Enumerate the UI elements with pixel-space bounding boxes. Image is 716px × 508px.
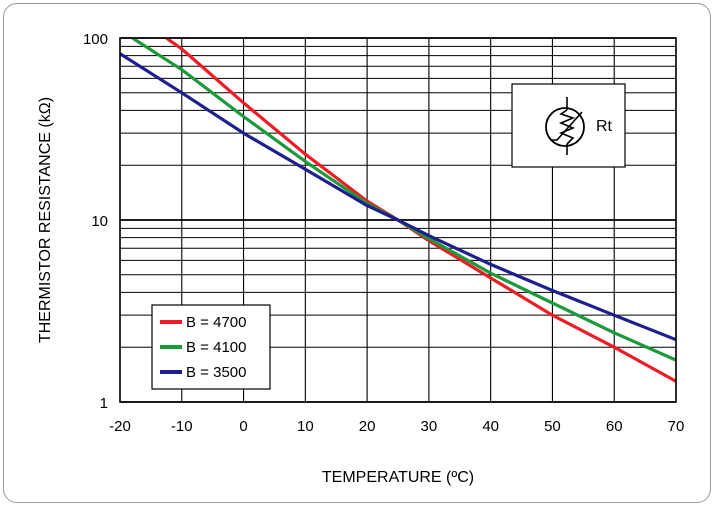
x-tick-label: 30 bbox=[421, 418, 438, 435]
x-tick-label: 50 bbox=[544, 418, 561, 435]
thermistor-symbol: Rt bbox=[511, 83, 626, 168]
tick-labels: -20 -10 0 10 20 30 40 50 60 70 1 10 100 bbox=[83, 31, 684, 435]
legend-label: B = 4700 bbox=[186, 314, 246, 331]
x-tick-label: -10 bbox=[171, 418, 193, 435]
thermistor-slash-icon bbox=[550, 111, 583, 141]
plot-border bbox=[119, 37, 677, 403]
resistor-zigzag-icon bbox=[558, 109, 576, 145]
symbol-label: Rt bbox=[596, 118, 613, 135]
y-tick-label: 100 bbox=[83, 31, 108, 48]
x-tick-label: 60 bbox=[606, 418, 623, 435]
x-tick-label: 10 bbox=[297, 418, 314, 435]
y-axis-title: THERMISTOR RESISTANCE (kΩ) bbox=[37, 97, 54, 343]
legend-label: B = 4100 bbox=[186, 339, 246, 356]
series-lines bbox=[120, 38, 676, 383]
x-tick-label: 70 bbox=[668, 418, 685, 435]
x-tick-label: 40 bbox=[482, 418, 499, 435]
legend: B = 4700 B = 4100 B = 3500 bbox=[151, 304, 271, 390]
x-axis-title: TEMPERATURE (ºC) bbox=[322, 469, 474, 486]
x-tick-label: 20 bbox=[359, 418, 376, 435]
x-tick-label: 0 bbox=[239, 418, 247, 435]
x-tick-label: -20 bbox=[109, 418, 131, 435]
y-tick-label: 10 bbox=[91, 213, 108, 230]
y-tick-label: 1 bbox=[100, 395, 108, 412]
symbol-circle bbox=[545, 107, 585, 147]
series-line bbox=[120, 52, 676, 342]
legend-label: B = 3500 bbox=[186, 364, 246, 381]
